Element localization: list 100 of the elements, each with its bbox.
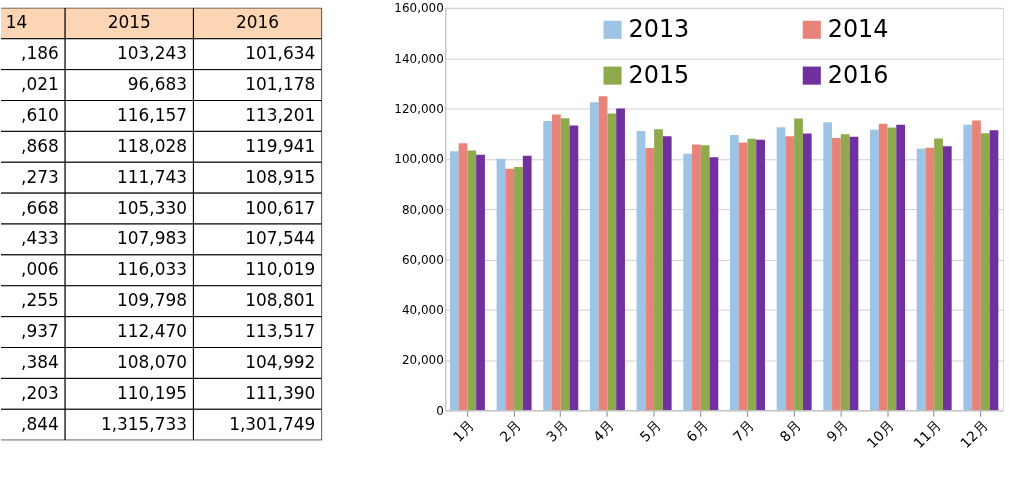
text: 1,301,749 (229, 413, 316, 434)
x-tick-label: 4月 (589, 417, 618, 445)
y-tick-label: 140,000 (394, 51, 444, 66)
text: ,021 (21, 74, 59, 95)
y-tick-label: 100,000 (394, 152, 444, 167)
bar (654, 129, 663, 411)
bar (989, 130, 999, 411)
text: 104,992 (245, 351, 316, 372)
y-tick-label: 0 (436, 403, 444, 418)
text: 101,178 (245, 74, 316, 95)
category-label: 2015 (107, 12, 151, 33)
text: ,006 (21, 259, 59, 280)
text: 113,201 (245, 104, 316, 125)
text: 116,033 (117, 259, 188, 280)
bar (636, 131, 646, 411)
x-tick-label: 7月 (729, 417, 758, 445)
y-tick-label: 20,000 (401, 353, 444, 368)
text: ,255 (21, 290, 59, 311)
bar (467, 150, 477, 411)
bar (552, 114, 561, 411)
bar (607, 113, 617, 411)
bar (840, 134, 850, 411)
bar (598, 96, 608, 411)
bar (543, 121, 553, 411)
text: 1,315,733 (100, 413, 188, 434)
bar (963, 124, 973, 411)
bar (747, 138, 757, 411)
text: ,868 (21, 135, 59, 156)
bar (823, 122, 833, 411)
bar (794, 118, 803, 411)
bar (662, 136, 672, 411)
text: 108,801 (245, 290, 316, 311)
legend-label: 2013 (628, 14, 690, 43)
text: 103,243 (117, 43, 188, 64)
bar (476, 154, 485, 411)
bar (878, 123, 888, 411)
bar (496, 158, 506, 411)
category-label: 14 (5, 12, 28, 33)
x-tick-label: 9月 (823, 417, 851, 445)
bar (776, 127, 786, 411)
bar (560, 118, 570, 411)
x-tick-label: 10月 (863, 417, 898, 452)
bar (458, 143, 468, 411)
x-tick-label: 3月 (543, 417, 571, 445)
text: ,384 (21, 351, 59, 372)
bar (934, 138, 943, 411)
bar (925, 147, 935, 411)
bar (756, 139, 765, 411)
bar (785, 136, 795, 411)
x-tick-label: 12月 (956, 417, 991, 452)
legend-label: 2014 (827, 14, 889, 43)
bar (522, 155, 532, 411)
bar (832, 138, 841, 411)
text: ,937 (21, 321, 59, 342)
text: 108,070 (117, 351, 188, 372)
y-tick-label: 40,000 (401, 303, 444, 318)
x-tick-label: 11月 (910, 417, 945, 452)
text: 107,983 (117, 228, 188, 249)
legend-label: 2016 (827, 60, 889, 89)
text: 105,330 (117, 197, 188, 218)
bar (738, 142, 748, 411)
bar (887, 127, 897, 411)
text: 113,517 (245, 321, 316, 342)
text: ,186 (21, 43, 59, 64)
text: ,273 (21, 166, 59, 187)
text: 96,683 (127, 74, 188, 95)
legend-label: 2015 (628, 60, 690, 89)
text: 111,390 (245, 382, 316, 403)
bar (514, 167, 523, 411)
bar (980, 133, 990, 411)
text: 112,470 (117, 321, 188, 342)
y-tick-label: 160,000 (394, 1, 444, 16)
text: ,203 (21, 382, 59, 403)
bar (505, 168, 515, 411)
x-tick-label: 5月 (636, 417, 664, 445)
bar (972, 120, 981, 411)
bar (700, 145, 710, 411)
y-tick-label: 80,000 (401, 202, 444, 217)
category-label: 2016 (236, 12, 280, 33)
text: 111,743 (117, 166, 188, 187)
bar (916, 148, 926, 411)
y-tick-label: 120,000 (394, 101, 444, 116)
x-tick-label: 2月 (496, 417, 524, 445)
x-tick-label: 6月 (683, 417, 711, 445)
bar (942, 146, 952, 411)
bar (869, 129, 879, 411)
text: 110,019 (245, 259, 316, 280)
x-tick-label: 8月 (776, 417, 805, 445)
bar (896, 124, 905, 411)
bar (616, 108, 625, 411)
text: 108,915 (245, 166, 316, 187)
text: ,668 (21, 197, 59, 218)
bar (849, 136, 859, 411)
bar (449, 151, 459, 411)
bar (729, 134, 739, 411)
bar (683, 153, 693, 411)
text: 119,941 (245, 135, 316, 156)
bar (569, 125, 579, 411)
bar (645, 148, 655, 411)
text: 116,157 (117, 104, 188, 125)
